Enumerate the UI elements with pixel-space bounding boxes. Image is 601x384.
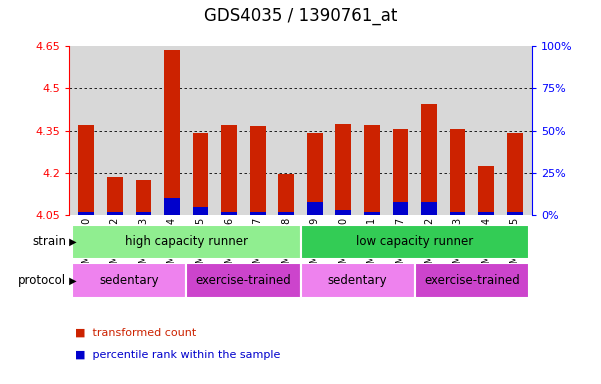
Bar <box>421 104 437 215</box>
Bar <box>221 125 237 215</box>
Bar <box>421 202 437 215</box>
Bar <box>307 133 323 215</box>
Text: ■  percentile rank within the sample: ■ percentile rank within the sample <box>75 350 281 360</box>
Text: strain: strain <box>32 235 66 248</box>
Bar <box>193 133 209 215</box>
Bar <box>136 180 151 215</box>
Bar <box>364 212 380 215</box>
Bar <box>392 202 408 215</box>
Bar <box>478 212 494 215</box>
Bar <box>72 263 186 298</box>
Text: exercise-trained: exercise-trained <box>424 274 520 287</box>
Bar <box>186 263 300 298</box>
Bar <box>307 202 323 215</box>
Text: exercise-trained: exercise-trained <box>195 274 291 287</box>
Bar <box>78 125 94 215</box>
Bar <box>250 212 266 215</box>
Bar <box>107 177 123 215</box>
Bar <box>278 212 294 215</box>
Text: high capacity runner: high capacity runner <box>125 235 248 248</box>
Bar <box>507 212 523 215</box>
Bar <box>107 212 123 215</box>
Text: ■  transformed count: ■ transformed count <box>75 327 197 337</box>
Bar <box>478 166 494 215</box>
Bar <box>164 198 180 215</box>
Bar <box>450 129 465 215</box>
Text: GDS4035 / 1390761_at: GDS4035 / 1390761_at <box>204 7 397 25</box>
Text: sedentary: sedentary <box>328 274 388 287</box>
Bar <box>415 263 529 298</box>
Bar <box>300 263 415 298</box>
Bar <box>335 124 351 215</box>
Bar <box>450 212 465 215</box>
Text: ▶: ▶ <box>66 275 77 285</box>
Bar <box>72 225 300 259</box>
Bar <box>392 129 408 215</box>
Bar <box>136 212 151 215</box>
Bar <box>250 126 266 215</box>
Bar <box>364 125 380 215</box>
Bar <box>278 174 294 215</box>
Bar <box>335 210 351 215</box>
Bar <box>300 225 529 259</box>
Bar <box>507 133 523 215</box>
Bar <box>78 212 94 215</box>
Text: ▶: ▶ <box>66 237 77 247</box>
Text: protocol: protocol <box>18 274 66 287</box>
Bar <box>193 207 209 215</box>
Text: sedentary: sedentary <box>99 274 159 287</box>
Text: low capacity runner: low capacity runner <box>356 235 474 248</box>
Bar <box>164 50 180 215</box>
Bar <box>221 212 237 215</box>
